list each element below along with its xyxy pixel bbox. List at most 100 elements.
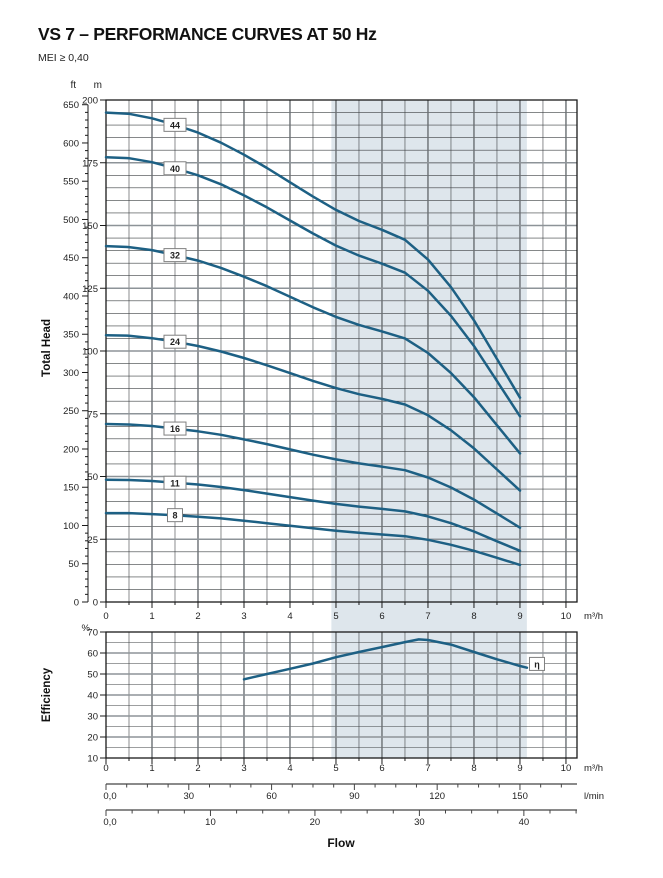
- svg-text:m³/h: m³/h: [584, 763, 603, 774]
- svg-text:650: 650: [63, 100, 79, 111]
- svg-text:50: 50: [68, 559, 79, 570]
- svg-text:25: 25: [87, 535, 98, 546]
- svg-text:%: %: [82, 623, 91, 634]
- svg-text:70: 70: [87, 628, 98, 639]
- svg-text:3: 3: [241, 611, 246, 622]
- svg-text:4: 4: [287, 611, 292, 622]
- svg-text:100: 100: [63, 521, 79, 532]
- svg-text:120: 120: [429, 791, 445, 802]
- svg-text:44: 44: [170, 120, 180, 130]
- curve-label-24: 24: [163, 334, 187, 349]
- svg-text:2: 2: [195, 611, 200, 622]
- svg-text:450: 450: [63, 253, 79, 264]
- svg-text:0: 0: [103, 611, 108, 622]
- svg-text:0,0: 0,0: [103, 817, 116, 828]
- svg-text:11: 11: [170, 478, 180, 488]
- curve-label-8: 8: [166, 508, 183, 523]
- efficiency-flow-axis: 0 1 2 3 4 5 6 7 8 9 10 m³/h: [103, 758, 603, 774]
- svg-text:200: 200: [82, 96, 98, 107]
- efficiency-curve: [242, 638, 529, 681]
- svg-text:600: 600: [63, 138, 79, 149]
- curve-label-11: 11: [163, 475, 187, 490]
- svg-text:150: 150: [63, 483, 79, 494]
- svg-text:60: 60: [87, 649, 98, 660]
- svg-text:50: 50: [87, 670, 98, 681]
- svg-text:0,0: 0,0: [103, 791, 116, 802]
- svg-text:40: 40: [87, 691, 98, 702]
- efficiency-grid: [106, 632, 577, 758]
- ft-axis: 0 50 100 150 200 250 300 350 400 450 500 550 600 650: [63, 100, 89, 609]
- svg-text:4: 4: [287, 763, 292, 774]
- svg-text:175: 175: [82, 158, 98, 169]
- svg-text:20: 20: [87, 733, 98, 744]
- svg-text:m³/h: m³/h: [584, 611, 603, 622]
- svg-text:20: 20: [310, 817, 321, 828]
- svg-text:η: η: [534, 659, 540, 669]
- svg-text:125: 125: [82, 284, 98, 295]
- svg-text:0: 0: [74, 598, 79, 609]
- curve-label-40: 40: [163, 161, 187, 176]
- gpm-axis: 0,0 10 20 30 40: [103, 809, 577, 828]
- svg-text:350: 350: [63, 330, 79, 341]
- svg-text:8: 8: [471, 611, 476, 622]
- svg-text:30: 30: [87, 712, 98, 723]
- svg-text:200: 200: [63, 444, 79, 455]
- svg-text:300: 300: [63, 368, 79, 379]
- svg-text:0: 0: [93, 598, 98, 609]
- svg-text:7: 7: [425, 611, 430, 622]
- curve-label-44: 44: [163, 117, 187, 132]
- svg-text:10: 10: [205, 817, 216, 828]
- svg-text:100: 100: [82, 347, 98, 358]
- svg-text:6: 6: [379, 763, 384, 774]
- svg-text:50: 50: [87, 472, 98, 483]
- svg-text:1: 1: [149, 763, 154, 774]
- svg-text:40: 40: [170, 164, 180, 174]
- svg-text:5: 5: [333, 763, 338, 774]
- svg-text:60: 60: [266, 791, 277, 802]
- svg-text:9: 9: [517, 763, 522, 774]
- svg-text:2: 2: [195, 763, 200, 774]
- svg-text:10: 10: [87, 754, 98, 765]
- svg-text:1: 1: [149, 611, 154, 622]
- svg-text:16: 16: [170, 424, 180, 434]
- flow-axis-label: Flow: [327, 836, 355, 850]
- svg-text:30: 30: [184, 791, 195, 802]
- svg-text:10: 10: [561, 763, 572, 774]
- svg-text:250: 250: [63, 406, 79, 417]
- svg-text:90: 90: [349, 791, 360, 802]
- svg-text:75: 75: [87, 409, 98, 420]
- svg-text:6: 6: [379, 611, 384, 622]
- svg-text:150: 150: [512, 791, 528, 802]
- head-flow-axis: 0 1 2 3 4 5 6 7 8 9 10 m³/h: [103, 602, 603, 622]
- svg-text:3: 3: [241, 763, 246, 774]
- lmin-axis: 0,0 30 60 90 120 150 l/min: [103, 783, 604, 802]
- svg-text:150: 150: [82, 221, 98, 232]
- curve-label-32: 32: [163, 248, 187, 263]
- svg-text:9: 9: [517, 611, 522, 622]
- svg-text:32: 32: [170, 251, 180, 261]
- svg-text:10: 10: [561, 611, 572, 622]
- svg-text:30: 30: [414, 817, 425, 828]
- mei-rating: MEI ≥ 0,40: [38, 52, 89, 64]
- head-grid: [106, 100, 577, 602]
- svg-text:8: 8: [471, 763, 476, 774]
- svg-text:0: 0: [103, 763, 108, 774]
- m-axis: 0 25 50 75 100 125 150 175 200: [82, 96, 106, 609]
- curve-label-16: 16: [163, 421, 187, 436]
- svg-text:7: 7: [425, 763, 430, 774]
- svg-text:l/min: l/min: [584, 791, 604, 802]
- svg-text:550: 550: [63, 177, 79, 188]
- svg-text:24: 24: [170, 337, 180, 347]
- head-axis-unit-m: m: [93, 80, 102, 91]
- svg-text:500: 500: [63, 215, 79, 226]
- head-plot-border: [105, 99, 578, 603]
- efficiency-y-axis: 10 20 30 40 50 60 70%: [82, 623, 106, 765]
- head-axis-unit-ft: ft: [70, 80, 76, 91]
- svg-text:5: 5: [333, 611, 338, 622]
- operating-range-shade: [331, 100, 527, 758]
- svg-text:40: 40: [519, 817, 530, 828]
- efficiency-curve-label: η: [528, 656, 545, 671]
- svg-text:8: 8: [172, 511, 177, 521]
- page-title: VS 7 – PERFORMANCE CURVES AT 50 Hz: [38, 24, 377, 44]
